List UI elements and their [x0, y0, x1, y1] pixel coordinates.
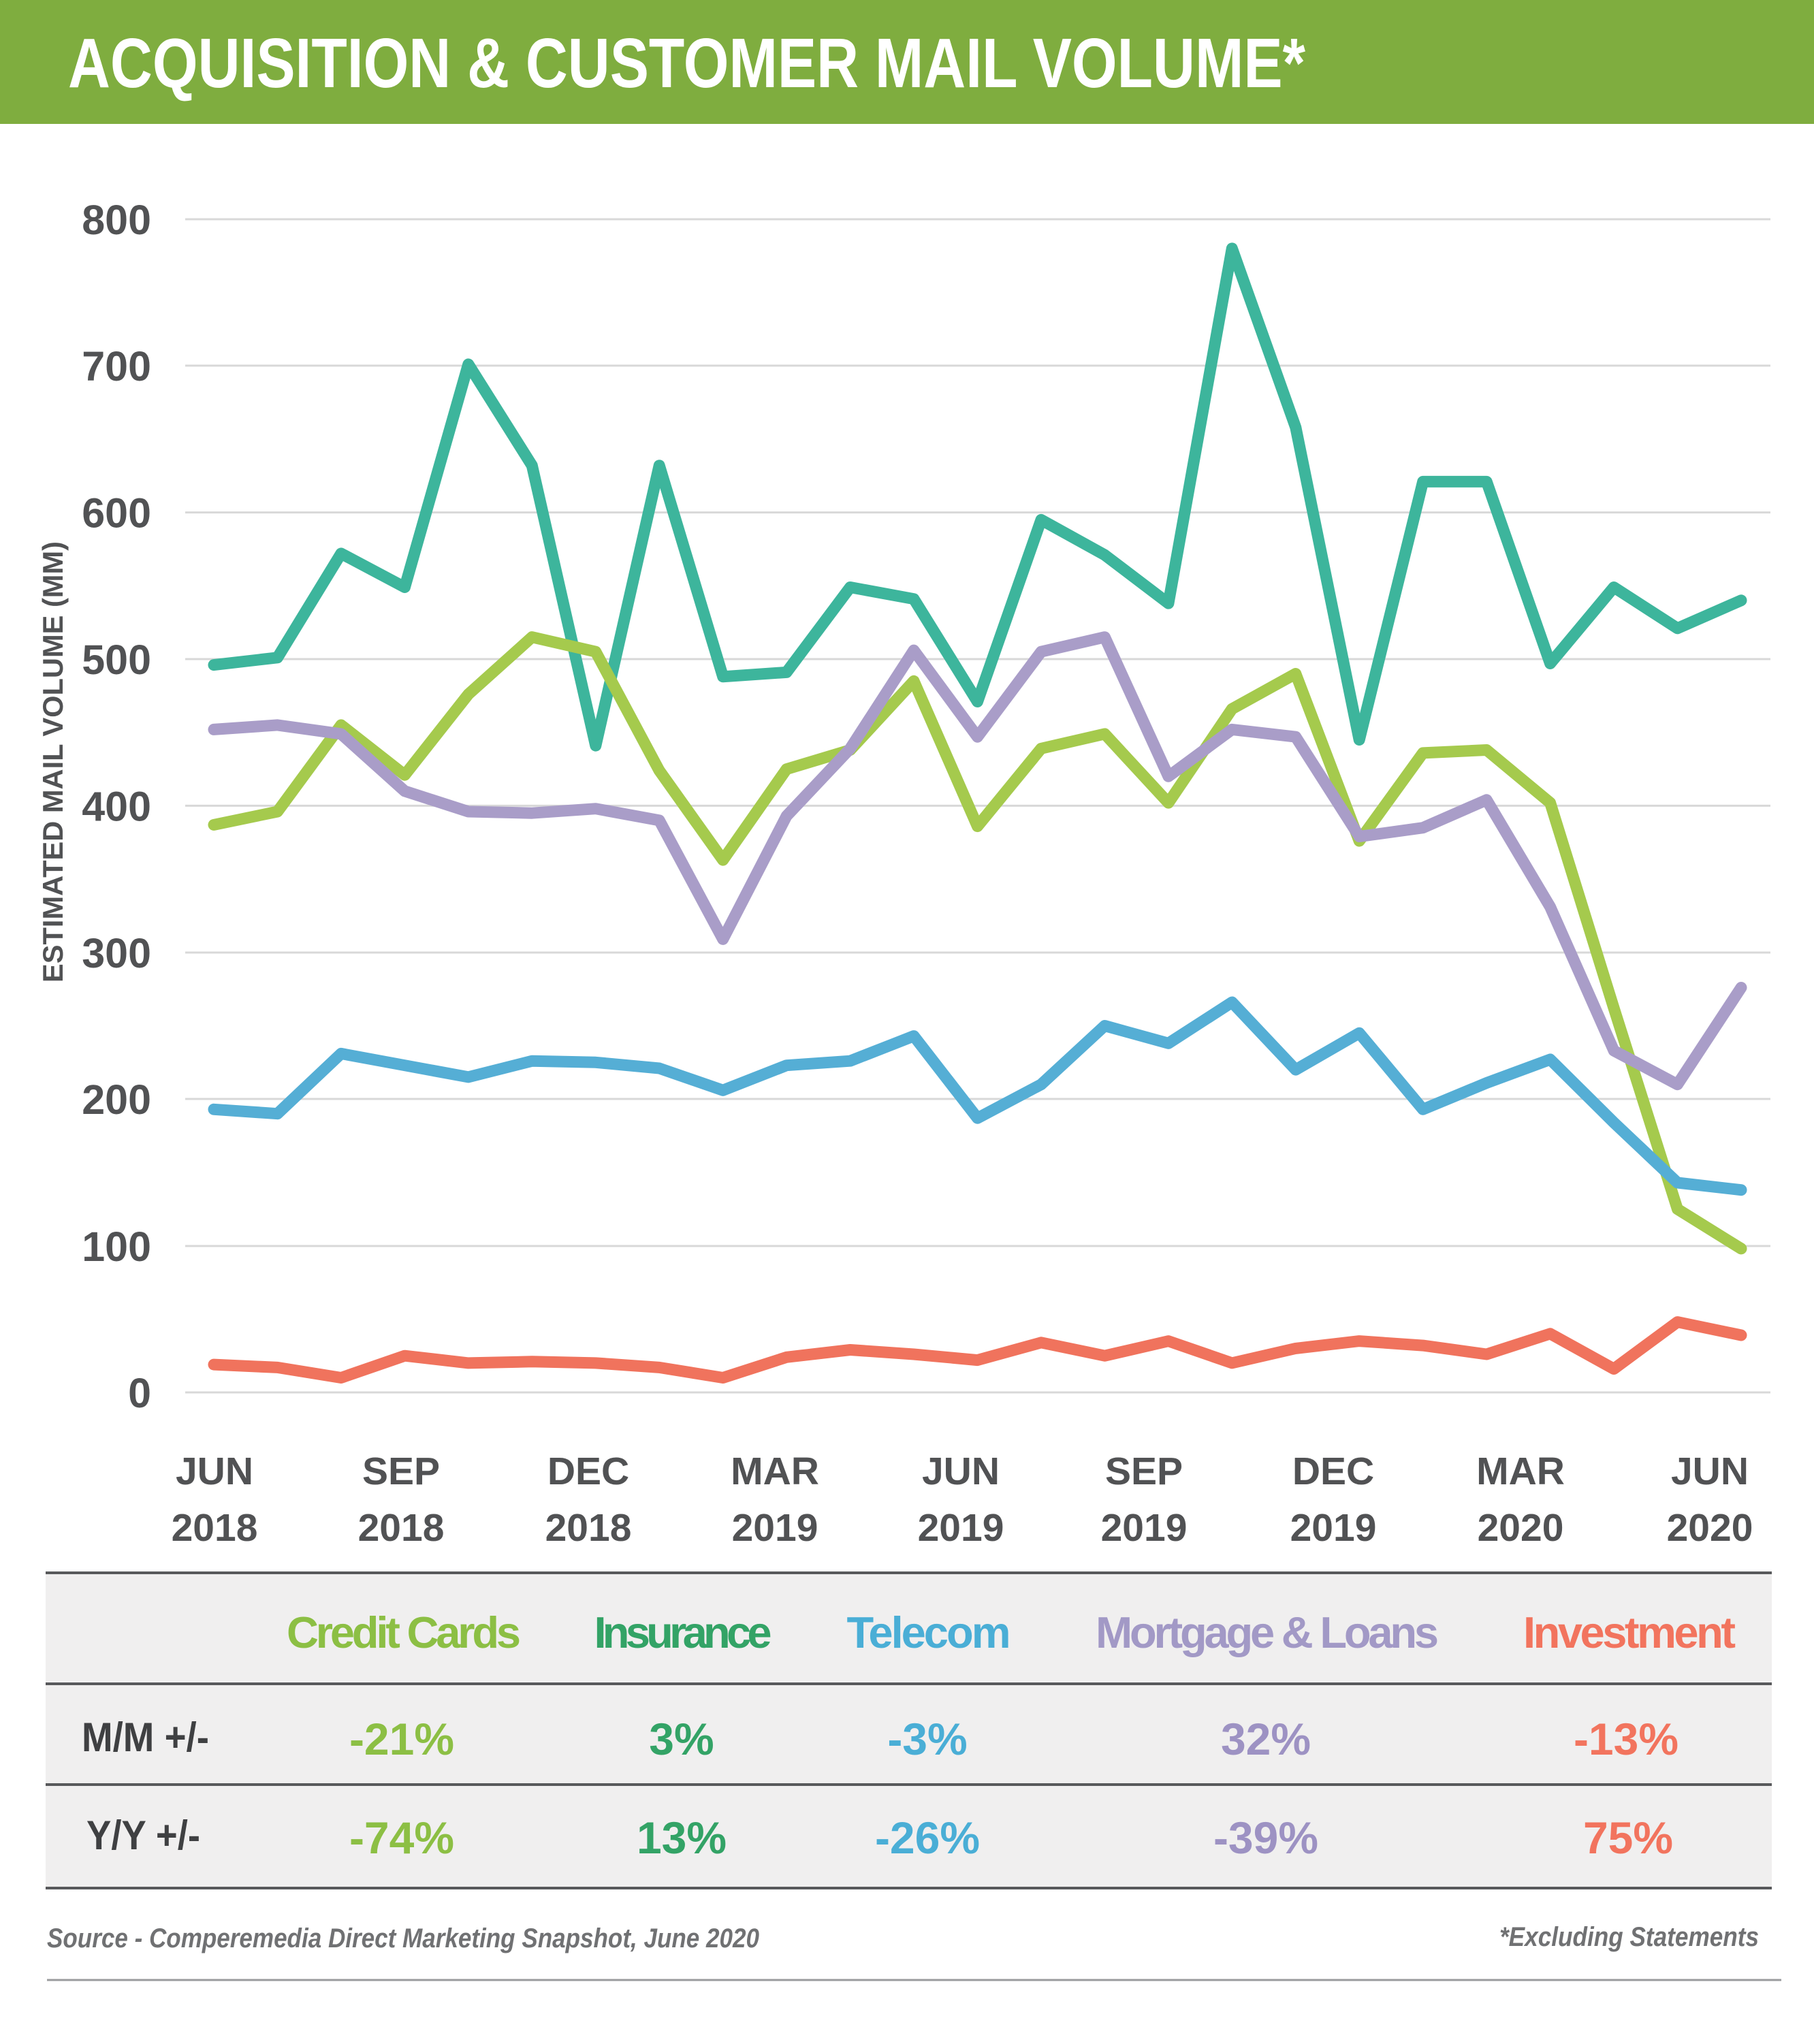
- svg-text:0: 0: [128, 1370, 151, 1416]
- svg-text:2020: 2020: [1667, 1506, 1753, 1550]
- svg-text:Investment: Investment: [1523, 1608, 1736, 1657]
- svg-text:2019: 2019: [1101, 1506, 1188, 1550]
- svg-text:-13%: -13%: [1574, 1714, 1678, 1764]
- svg-text:32%: 32%: [1221, 1714, 1311, 1764]
- svg-text:DEC: DEC: [1292, 1450, 1374, 1493]
- svg-text:Source - Comperemedia Direct M: Source - Comperemedia Direct Marketing S…: [47, 1923, 759, 1953]
- svg-text:ESTIMATED MAIL VOLUME (MM): ESTIMATED MAIL VOLUME (MM): [37, 541, 69, 983]
- svg-text:2018: 2018: [545, 1506, 632, 1550]
- svg-text:ACQUISITION & CUSTOMER MAIL VO: ACQUISITION & CUSTOMER MAIL VOLUME*: [68, 24, 1305, 102]
- svg-text:800: 800: [82, 197, 151, 243]
- svg-text:300: 300: [82, 930, 151, 976]
- svg-text:2019: 2019: [1290, 1506, 1377, 1550]
- svg-text:13%: 13%: [637, 1813, 727, 1863]
- svg-text:400: 400: [82, 783, 151, 829]
- svg-text:100: 100: [82, 1224, 151, 1270]
- svg-text:Telecom: Telecom: [847, 1608, 1011, 1657]
- svg-text:SEP: SEP: [1105, 1450, 1183, 1493]
- svg-text:Credit Cards: Credit Cards: [287, 1608, 521, 1657]
- svg-text:-21%: -21%: [349, 1714, 454, 1764]
- svg-text:MAR: MAR: [1476, 1450, 1565, 1493]
- svg-text:Mortgage & Loans: Mortgage & Loans: [1096, 1608, 1439, 1657]
- svg-text:*Excluding Statements: *Excluding Statements: [1499, 1922, 1759, 1952]
- svg-text:2018: 2018: [172, 1506, 258, 1550]
- svg-text:700: 700: [82, 343, 151, 389]
- svg-text:SEP: SEP: [362, 1450, 440, 1493]
- svg-text:-3%: -3%: [887, 1714, 967, 1764]
- svg-text:MAR: MAR: [731, 1450, 819, 1493]
- svg-text:600: 600: [82, 490, 151, 537]
- svg-text:JUN: JUN: [176, 1450, 253, 1493]
- svg-text:DEC: DEC: [547, 1450, 629, 1493]
- svg-text:Y/Y +/-: Y/Y +/-: [86, 1813, 200, 1858]
- svg-text:JUN: JUN: [922, 1450, 1000, 1493]
- svg-text:200: 200: [82, 1076, 151, 1123]
- svg-text:Insurance: Insurance: [594, 1608, 772, 1657]
- svg-text:2019: 2019: [918, 1506, 1004, 1550]
- svg-text:JUN: JUN: [1671, 1450, 1749, 1493]
- svg-text:2019: 2019: [732, 1506, 818, 1550]
- svg-text:3%: 3%: [649, 1714, 714, 1764]
- svg-text:-74%: -74%: [349, 1813, 454, 1863]
- svg-text:75%: 75%: [1583, 1813, 1673, 1863]
- svg-text:-39%: -39%: [1213, 1813, 1318, 1863]
- svg-text:2018: 2018: [358, 1506, 445, 1550]
- svg-text:M/M +/-: M/M +/-: [82, 1714, 209, 1760]
- svg-text:-26%: -26%: [875, 1813, 980, 1863]
- svg-text:500: 500: [82, 637, 151, 683]
- svg-text:2020: 2020: [1478, 1506, 1564, 1550]
